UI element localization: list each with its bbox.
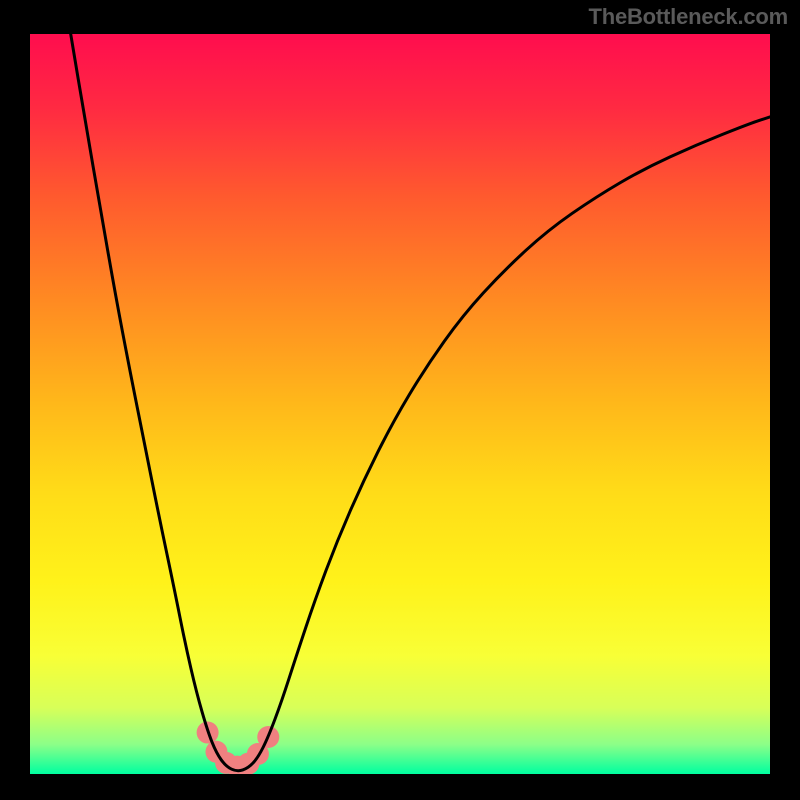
chart-frame: TheBottleneck.com <box>0 0 800 800</box>
plot-background <box>30 34 770 774</box>
bottleneck-chart <box>0 0 800 800</box>
attribution-text: TheBottleneck.com <box>588 4 788 30</box>
